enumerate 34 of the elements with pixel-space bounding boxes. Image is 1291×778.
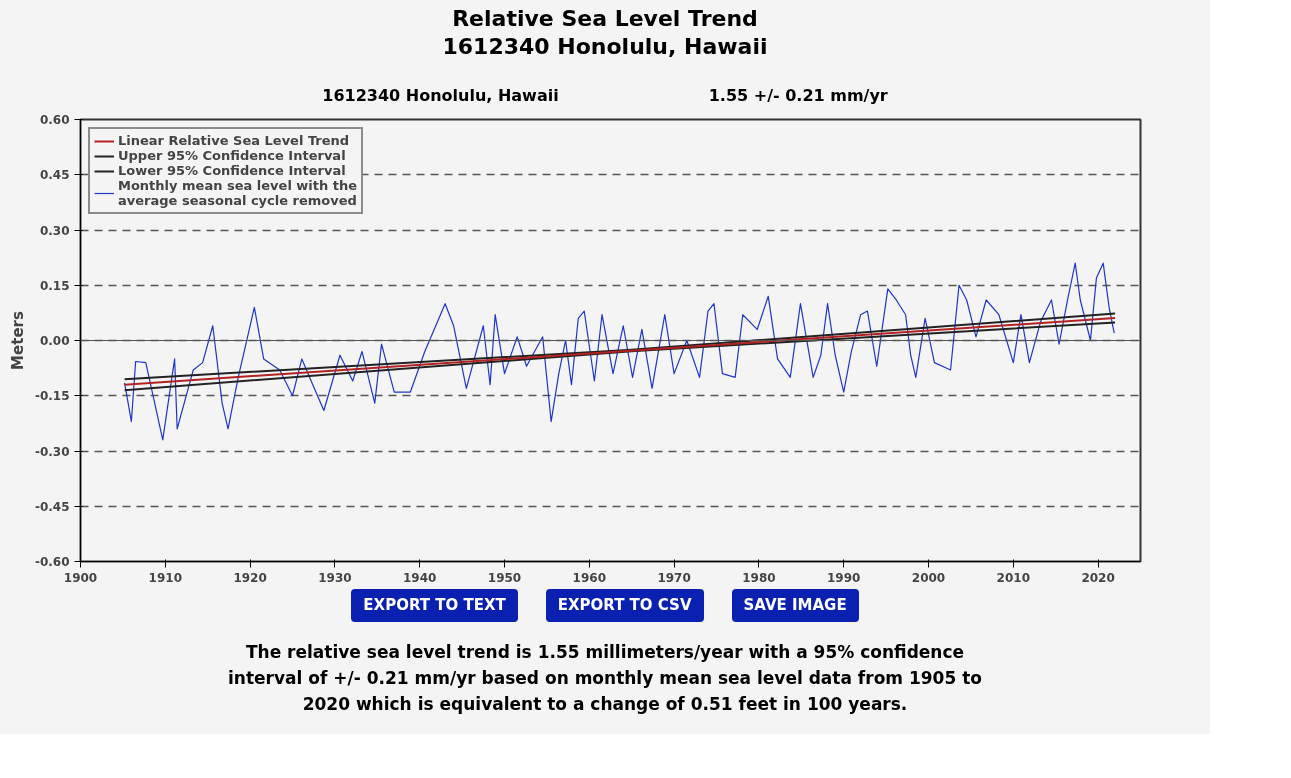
text: The relative sea level trend is 1.55 millimeters/year with a 95% confidence interval of +/- 0.21 mm/yr based on monthly mean sea level data from 1905 to 2020 which is equivalent to a change of 0.51 feet in 100 years. <box>227 641 983 716</box>
x-tick-label: 2010 <box>996 570 1031 585</box>
text: EXPORT TO CSV <box>545 589 704 623</box>
chart-subtitle: 1612340 Honolulu, Hawaii <box>322 85 559 107</box>
text: SAVE IMAGE <box>731 589 859 623</box>
x-tick-label: 2020 <box>1081 570 1115 585</box>
x-tick-label: 1940 <box>403 570 437 585</box>
x-tick-label: 1930 <box>318 570 352 585</box>
y-tick-label: 0.30 <box>39 223 70 238</box>
x-tick-label: 1920 <box>233 570 267 585</box>
legend-label: Lower 95% Confidence Interval <box>118 163 346 178</box>
x-tick-label: 1950 <box>487 570 522 585</box>
x-tick-label: 1960 <box>572 570 607 585</box>
x-tick-label: 1970 <box>657 570 691 585</box>
x-tick-label: 1980 <box>742 570 776 585</box>
y-tick-label: -0.45 <box>34 499 70 514</box>
y-tick-label: -0.60 <box>34 555 70 569</box>
y-tick-label: 0.45 <box>39 168 70 183</box>
legend-label: Linear Relative Sea Level Trend <box>118 133 350 148</box>
x-tick-label: 1900 <box>63 570 98 585</box>
y-tick-label: 0.60 <box>39 113 70 127</box>
x-tick-label: 1990 <box>827 570 861 585</box>
y-tick-label: -0.30 <box>34 444 70 459</box>
legend-label: Monthly mean sea level with the average seasonal cycle removed <box>118 178 358 208</box>
x-tick-label: 1910 <box>148 570 183 585</box>
y-axis-title: Meters <box>8 311 27 370</box>
text: 1.55 +/- 0.21 mm/yr <box>708 85 888 107</box>
chart-title: Relative Sea Level Trend 1612340 Honolulu, Hawaii <box>441 5 769 61</box>
y-tick-label: 0.15 <box>39 278 70 293</box>
x-tick-label: 2000 <box>911 570 946 585</box>
y-tick-label: -0.15 <box>34 389 70 404</box>
y-tick-label: 0.00 <box>39 334 70 348</box>
text: EXPORT TO TEXT <box>351 589 518 623</box>
legend-label: Upper 95% Confidence Interval <box>118 148 346 163</box>
